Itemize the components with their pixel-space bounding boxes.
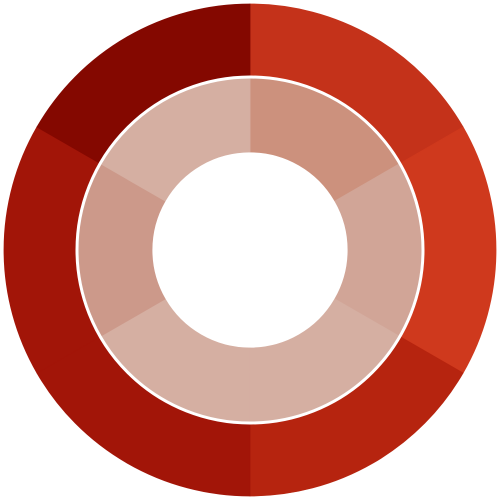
inner-ring (76, 76, 424, 424)
outer-ring (3, 3, 497, 497)
ring-divider (75, 75, 425, 425)
